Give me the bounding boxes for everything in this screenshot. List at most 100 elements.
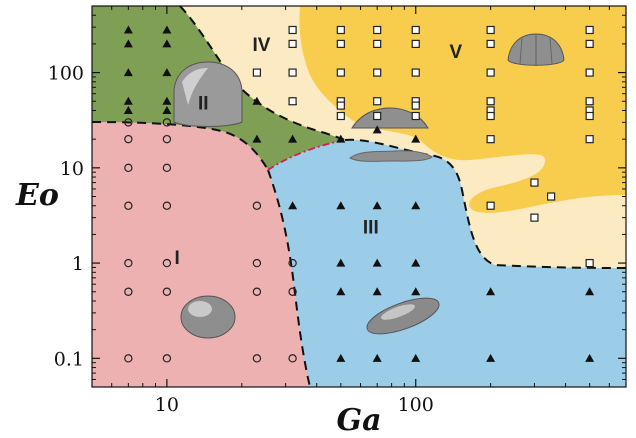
square-marker	[336, 101, 345, 110]
triangle-marker	[123, 25, 133, 34]
triangle-marker	[585, 353, 595, 362]
square-marker	[486, 39, 495, 49]
region-label-i: I	[175, 248, 180, 269]
y-tick-label: 10	[60, 158, 84, 180]
region-label-v: V	[450, 42, 463, 63]
circle-marker	[288, 354, 297, 363]
triangle-marker	[162, 25, 172, 34]
square-marker	[585, 97, 594, 106]
y-axis-label: Eo	[15, 178, 59, 213]
markers	[123, 25, 595, 363]
triangle-marker	[123, 105, 133, 114]
triangle-marker	[411, 287, 421, 296]
triangle-marker	[486, 353, 496, 362]
bubble-shape-oblique	[366, 297, 440, 335]
region-label-ii: II	[198, 94, 209, 115]
triangle-marker	[372, 125, 382, 134]
region-label-iv: IV	[253, 35, 271, 56]
square-marker	[411, 68, 420, 77]
y-tick-label: 100	[48, 63, 84, 85]
circle-marker	[162, 163, 172, 173]
circle-marker	[162, 287, 172, 296]
square-marker	[411, 111, 420, 121]
square-marker	[373, 25, 382, 35]
bubble-shape-cap	[351, 107, 429, 129]
circle-marker	[124, 287, 133, 296]
square-marker	[288, 97, 297, 106]
square-marker	[411, 39, 420, 49]
triangle-marker	[336, 287, 346, 296]
triangle-marker	[252, 134, 262, 143]
square-marker	[288, 39, 297, 49]
square-marker	[585, 25, 594, 35]
triangle-marker	[162, 105, 172, 114]
axis-ticks: 10 100 0.1 1 10 100	[48, 5, 627, 416]
square-marker	[486, 97, 495, 106]
square-marker	[530, 178, 539, 187]
triangle-marker	[162, 96, 172, 105]
triangle-marker	[372, 258, 382, 267]
square-marker	[288, 25, 297, 35]
triangle-marker	[411, 201, 421, 210]
square-marker	[336, 68, 345, 77]
circle-marker	[162, 118, 172, 127]
square-marker	[252, 68, 262, 77]
square-marker	[336, 25, 345, 35]
y-tick-label: 1	[72, 253, 84, 275]
circle-marker	[252, 258, 262, 268]
triangle-marker	[288, 201, 298, 210]
square-marker	[530, 213, 539, 222]
triangle-marker	[252, 96, 262, 105]
bubble-shape-skirted-highlight	[182, 68, 208, 105]
bubble-shape-ellipsoid	[180, 295, 236, 339]
circle-marker	[288, 287, 297, 296]
square-marker	[585, 258, 594, 268]
square-marker	[373, 68, 382, 77]
x-tick-label: 10	[155, 394, 179, 416]
circle-marker	[124, 118, 133, 127]
y-tick-label: 0.1	[54, 348, 84, 370]
circle-marker	[124, 163, 133, 173]
boundary-i-ii	[91, 121, 269, 171]
square-marker	[486, 25, 495, 35]
square-marker	[585, 111, 594, 121]
square-marker	[373, 97, 382, 106]
triangle-marker	[162, 68, 172, 77]
boundary-i-iii	[267, 169, 311, 388]
triangle-marker	[372, 353, 382, 362]
circle-marker	[124, 258, 133, 268]
square-marker	[585, 68, 594, 77]
bubble-illustrations	[173, 33, 565, 339]
region-iii-fill	[268, 139, 626, 387]
square-marker	[288, 68, 297, 77]
square-marker	[585, 135, 594, 144]
square-marker	[546, 192, 556, 201]
x-axis-label: Ga	[336, 403, 381, 438]
circle-marker	[288, 258, 297, 268]
x-tick-label: 100	[398, 394, 434, 416]
triangle-marker	[411, 353, 421, 362]
circle-marker	[124, 201, 133, 210]
square-marker	[336, 39, 345, 49]
bubble-shape-breakup	[349, 150, 433, 162]
triangle-marker	[372, 287, 382, 296]
circle-marker	[252, 201, 262, 210]
circle-marker	[252, 287, 262, 296]
triangle-marker	[123, 96, 133, 105]
triangle-marker	[585, 287, 595, 296]
region-label-iii: III	[363, 218, 379, 239]
square-marker	[336, 111, 345, 121]
square-marker	[373, 111, 382, 121]
square-marker	[411, 25, 420, 35]
triangle-marker	[411, 134, 421, 143]
bubble-shape-lobed-lines	[519, 34, 553, 66]
square-marker	[486, 111, 495, 121]
triangle-marker	[336, 258, 346, 267]
bubble-shape-oblique-highlight	[380, 304, 416, 320]
circle-marker	[252, 354, 262, 363]
circle-marker	[162, 134, 172, 144]
triangle-marker	[336, 353, 346, 362]
